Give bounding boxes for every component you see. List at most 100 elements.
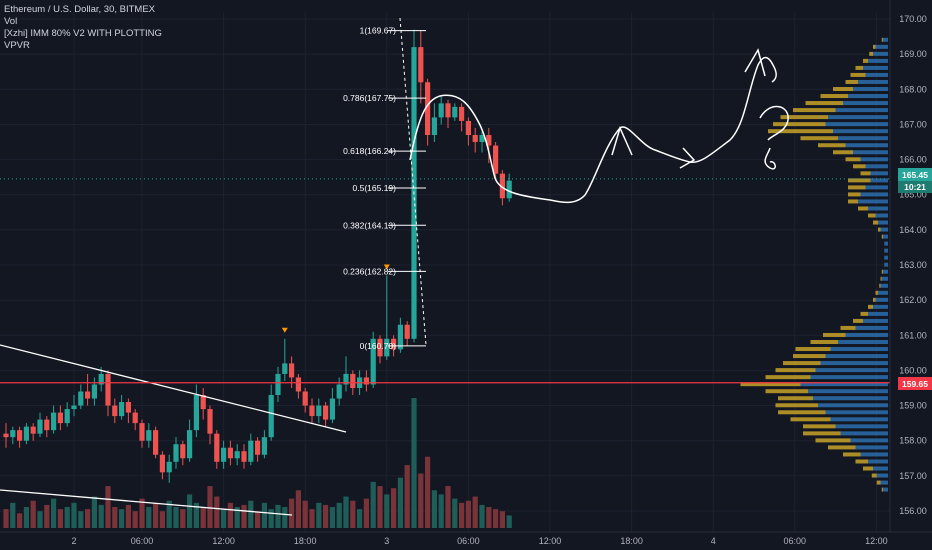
profile-row-down — [795, 347, 831, 352]
volume-bar — [23, 507, 29, 528]
profile-row-up — [881, 276, 888, 281]
candle-body — [282, 363, 288, 374]
volume-bar — [493, 509, 499, 528]
candle-body — [363, 377, 369, 385]
volume-bar — [479, 504, 485, 528]
volume-bar — [289, 498, 295, 528]
candle-body — [316, 405, 322, 417]
volume-bar — [10, 502, 16, 528]
profile-row-up — [860, 192, 888, 197]
volume-bar — [506, 515, 512, 528]
profile-row-up — [870, 178, 888, 183]
profile-row-up — [853, 87, 888, 92]
profile-row-up — [883, 37, 888, 42]
price-tick-label: 156.00 — [899, 506, 927, 516]
candle-body — [200, 395, 206, 410]
volume-bar — [112, 507, 118, 528]
fib-level-label: 0.5(165.19) — [353, 183, 397, 193]
profile-row-up — [875, 297, 888, 302]
time-tick-label: 3 — [384, 536, 389, 546]
candle-body — [336, 384, 342, 399]
profile-row-down — [860, 171, 871, 176]
volume-bar — [255, 511, 261, 528]
volume-bar — [214, 496, 220, 528]
profile-row-up — [860, 452, 888, 457]
profile-row-up — [865, 72, 888, 77]
profile-row-down — [876, 480, 881, 485]
price-tick-label: 166.00 — [899, 155, 927, 165]
candle-body — [98, 373, 104, 385]
volume-bars — [3, 398, 512, 528]
profile-row-down — [855, 65, 863, 70]
price-tick-label: 169.00 — [899, 49, 927, 59]
volume-bar — [357, 509, 363, 528]
profile-row-down — [793, 354, 826, 359]
volume-bar — [51, 498, 57, 528]
profile-row-down — [820, 94, 848, 99]
candle-body — [350, 373, 356, 388]
fib-retracement[interactable]: 1(169.67) 0.786(167.75) 0.618(166.24) 0.5(1… — [343, 26, 426, 351]
profile-row-up — [868, 459, 888, 464]
profile-row-down — [818, 143, 846, 148]
profile-row-up — [880, 283, 888, 288]
profile-row-up — [870, 171, 888, 176]
candle-body — [23, 426, 29, 441]
price-tick-label: 158.00 — [899, 436, 927, 446]
candle-body — [153, 430, 159, 455]
vpvr-indicator-label[interactable]: VPVR — [4, 40, 30, 51]
volume-profile — [740, 37, 888, 492]
profile-row-up — [800, 382, 888, 387]
volume-bar — [425, 456, 431, 528]
volume-bar — [370, 481, 376, 528]
lower-trendline[interactable] — [0, 489, 293, 516]
projection-scribble[interactable] — [409, 56, 777, 204]
profile-row-down — [881, 487, 883, 492]
candlestick-series — [3, 29, 512, 483]
profile-row-down — [845, 157, 861, 162]
volume-bar — [30, 500, 36, 528]
profile-row-down — [833, 87, 853, 92]
candle-body — [255, 440, 261, 455]
profile-row-up — [875, 213, 888, 218]
profile-row-up — [863, 65, 888, 70]
resistance-trendline[interactable] — [0, 344, 347, 433]
profile-row-down — [780, 115, 828, 120]
volume-bar — [180, 509, 186, 528]
volume-bar — [452, 498, 458, 528]
fib-diagonal — [399, 17, 427, 346]
volume-bar — [125, 504, 131, 528]
price-badges: 165.45 10:21 159.65 — [898, 168, 932, 390]
profile-row-down — [881, 234, 883, 239]
volume-bar — [119, 509, 125, 528]
candle-body — [459, 106, 465, 121]
candle-body — [30, 426, 36, 434]
candle-body — [377, 338, 383, 357]
profile-row-up — [880, 227, 888, 232]
question-mark-scribble[interactable] — [759, 105, 789, 170]
time-axis[interactable]: 2 06:00 12:00 18:00 3 06:00 12:00 18:00 4 06:00 12… — [0, 531, 932, 546]
price-tick-label: 163.00 — [899, 260, 927, 270]
candle-body — [146, 430, 152, 441]
volume-bar — [193, 502, 199, 528]
candle-body — [391, 338, 397, 350]
arrow-head-top — [744, 48, 766, 77]
price-axis[interactable]: 156.00 157.00 158.00 159.00 160.00 161.00 162.… — [889, 0, 927, 532]
profile-row-down — [875, 290, 878, 295]
volume-bar — [37, 511, 43, 528]
profile-row-up — [835, 424, 888, 429]
profile-row-up — [883, 269, 888, 274]
candle-body — [207, 409, 213, 434]
profile-row-down — [775, 368, 816, 373]
candle-body — [309, 405, 315, 417]
candle-body — [486, 134, 492, 146]
fib-level-label: 0(160.70) — [360, 341, 397, 351]
volume-indicator-label[interactable]: Vol — [4, 16, 18, 27]
profile-row-up — [830, 347, 888, 352]
profile-row-up — [868, 58, 888, 63]
volume-bar — [146, 507, 152, 528]
imm-indicator-label[interactable]: [Xzhi] IMM 80% V2 WITH PLOTTING — [4, 28, 162, 39]
symbol-title[interactable]: Ethereum / U.S. Dollar, 30, BITMEX — [4, 4, 155, 15]
volume-bar — [44, 504, 50, 528]
volume-bar — [404, 465, 410, 528]
